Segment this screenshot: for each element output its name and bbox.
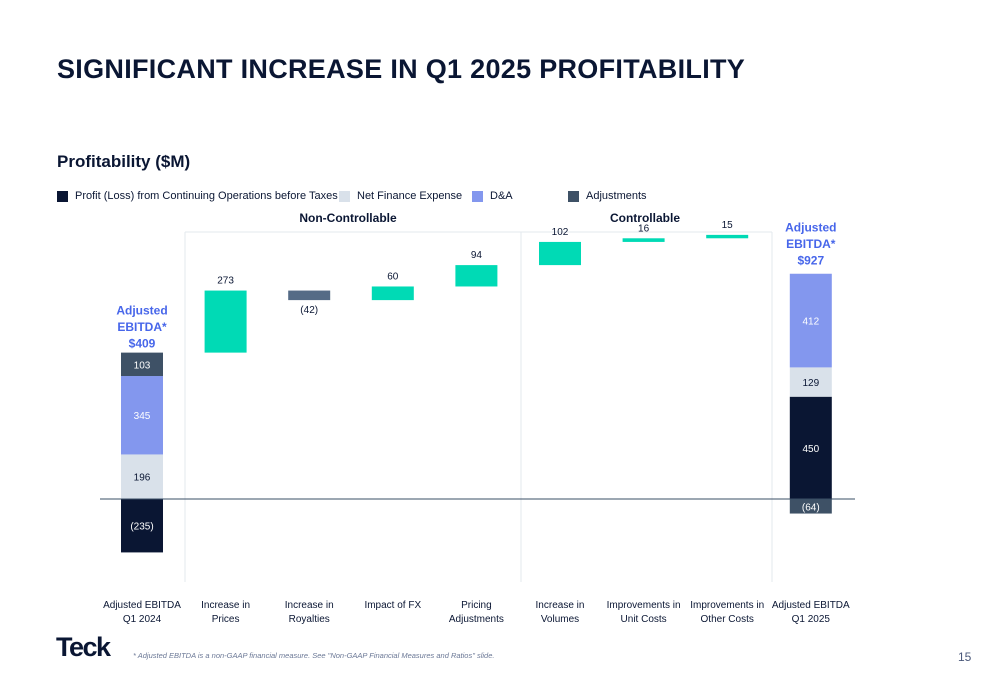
step-bar-5 [539, 241, 581, 266]
start-bar-label-da: 345 [134, 411, 151, 422]
end-bar-label-profit: 450 [802, 444, 819, 455]
step-value-label-1: 273 [217, 276, 234, 287]
category-label-5-line-2: Volumes [541, 614, 579, 625]
start-total-label-line-3: $409 [129, 337, 156, 351]
category-label-7-line-1: Improvements in [690, 600, 764, 611]
start-bar-segment-net_finance [121, 454, 163, 499]
category-label-6-line-2: Unit Costs [621, 614, 667, 625]
step-bar-7 [706, 234, 749, 239]
step-value-label-6: 16 [638, 223, 650, 234]
footnote: * Adjusted EBITDA is a non-GAAP financia… [133, 651, 495, 660]
step-bar-2 [288, 290, 331, 301]
end-bar-label-adjustments: (64) [802, 502, 820, 513]
category-label-1-line-2: Prices [212, 614, 240, 625]
legend-swatch-adjustments [568, 190, 579, 202]
legend-label-profit: Profit (Loss) from Continuing Operations… [75, 190, 338, 202]
legend-label-net-finance: Net Finance Expense [357, 190, 463, 202]
step-bar-1 [204, 290, 247, 353]
category-label-0-line-1: Adjusted EBITDA [103, 600, 181, 611]
end-total-label-line-2: EBITDA* [786, 237, 836, 251]
start-total-label-line-1: Adjusted [116, 304, 167, 318]
legend-item-net-finance: Net Finance Expense [339, 190, 472, 202]
page-title: SIGNIFICANT INCREASE IN Q1 2025 PROFITAB… [57, 54, 746, 84]
category-label-5-line-1: Increase in [536, 600, 585, 611]
start-bar-label-profit: (235) [130, 522, 153, 533]
step-value-label-2: (42) [300, 305, 318, 316]
category-label-4-line-2: Adjustments [449, 614, 504, 625]
start-total-label-line-2: EBITDA* [117, 320, 167, 334]
step-value-label-3: 60 [387, 271, 399, 282]
legend-item-da: D&A [472, 190, 568, 202]
end-bar-segment-da [789, 273, 832, 368]
legend-swatch-profit [57, 190, 68, 202]
step-bar-6 [622, 238, 665, 242]
chart-legend: Profit (Loss) from Continuing Operations… [57, 189, 647, 203]
legend-label-adjustments: Adjustments [586, 190, 647, 202]
category-label-8-line-1: Adjusted EBITDA [772, 600, 850, 611]
category-label-3-line-1: Impact of FX [364, 600, 421, 611]
page-number: 15 [958, 650, 972, 664]
step-value-label-5: 102 [552, 227, 569, 238]
start-bar-segment-da [121, 376, 163, 455]
category-label-7-line-2: Other Costs [701, 614, 754, 625]
category-label-6-line-1: Improvements in [607, 600, 681, 611]
end-bar-segment-net_finance [789, 367, 832, 397]
category-label-1-line-1: Increase in [201, 600, 250, 611]
category-label-2-line-2: Royalties [289, 614, 330, 625]
legend-swatch-net-finance [339, 190, 350, 202]
step-bar-3 [371, 286, 414, 301]
end-bar-segment-profit [789, 396, 832, 499]
legend-item-adjustments: Adjustments [568, 190, 647, 202]
section-label-controllable: Controllable [610, 211, 680, 225]
chart-title: Profitability ($M) [57, 152, 191, 171]
section-label-non-controllable: Non-Controllable [299, 211, 397, 225]
start-bar-label-adjustments: 103 [134, 360, 151, 371]
legend-label-da: D&A [490, 190, 513, 202]
category-label-4-line-1: Pricing [461, 600, 492, 611]
end-total-label-line-1: Adjusted [785, 221, 836, 235]
end-bar-segment-adjustments [789, 499, 832, 514]
start-bar-label-net_finance: 196 [134, 473, 151, 484]
end-bar-label-net_finance: 129 [802, 378, 819, 389]
category-label-8-line-2: Q1 2025 [792, 614, 831, 625]
step-value-label-4: 94 [471, 250, 483, 261]
end-total-label-line-3: $927 [797, 254, 824, 268]
legend-item-profit: Profit (Loss) from Continuing Operations… [57, 190, 339, 202]
step-bar-4 [455, 265, 498, 287]
start-bar-segment-adjustments [121, 352, 163, 377]
legend-swatch-da [472, 190, 483, 202]
teck-logo: Teck [56, 632, 111, 662]
start-bar-segment-profit [121, 499, 163, 553]
category-label-2-line-1: Increase in [285, 600, 334, 611]
step-value-label-7: 15 [722, 220, 734, 231]
end-bar-label-da: 412 [802, 317, 819, 328]
category-label-0-line-2: Q1 2024 [123, 614, 162, 625]
